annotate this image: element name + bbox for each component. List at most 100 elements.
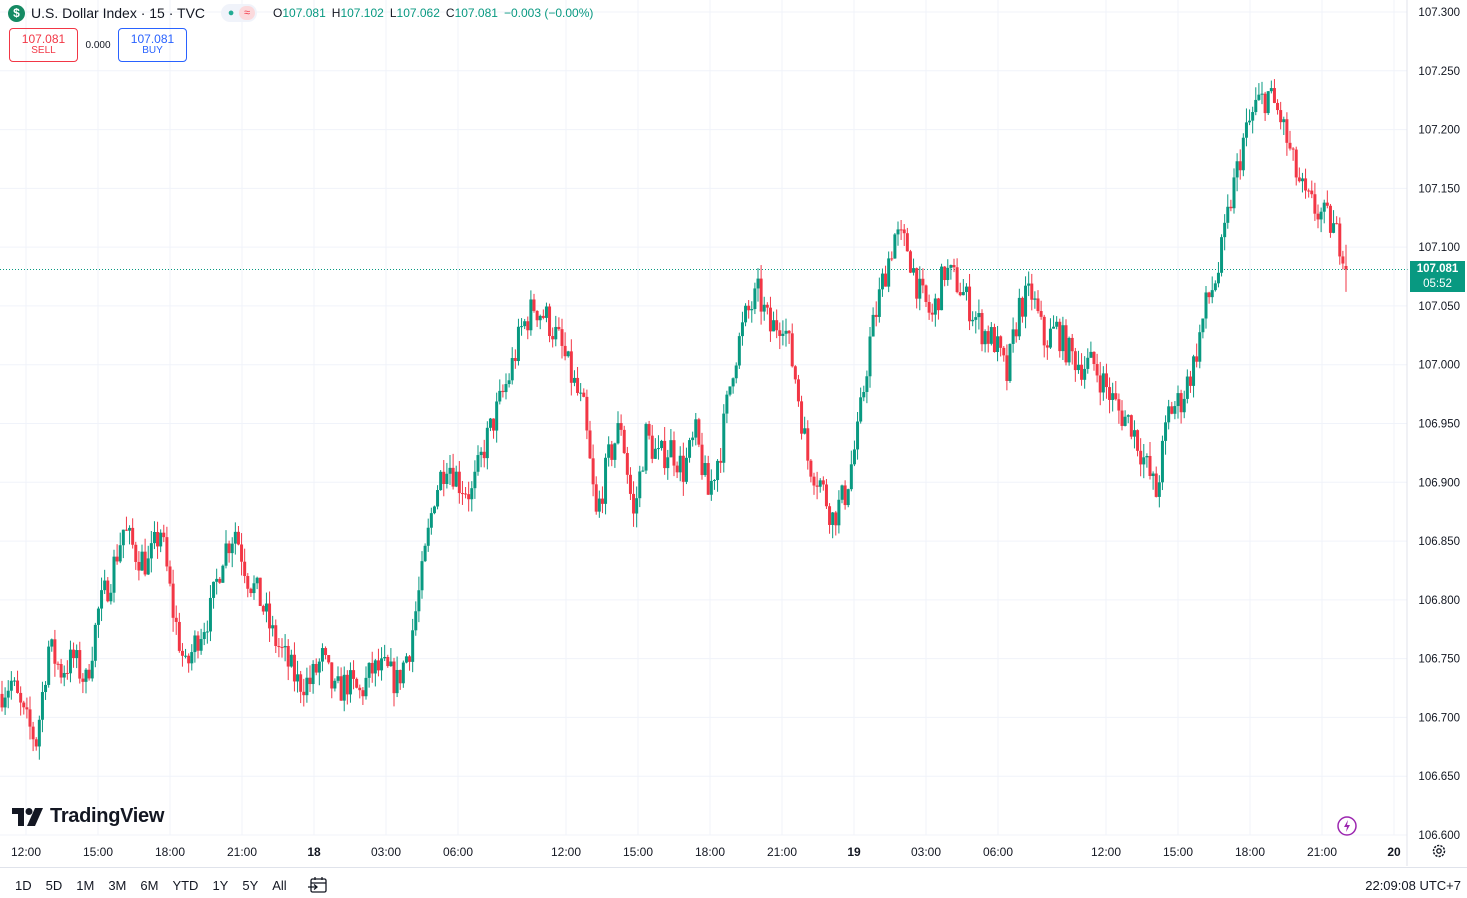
candle-body <box>871 314 875 337</box>
candle <box>1024 276 1028 329</box>
last-price-tag: 107.081 05:52 <box>1410 261 1465 292</box>
candle-body <box>177 621 181 651</box>
candle <box>846 488 850 508</box>
candle <box>317 658 321 686</box>
trade-panel: 107.081 SELL 0.000 107.081 BUY <box>9 28 187 62</box>
range-3m-button[interactable]: 3M <box>108 877 127 893</box>
candle <box>775 309 779 339</box>
candle <box>806 420 810 470</box>
buy-button[interactable]: 107.081 BUY <box>118 28 187 62</box>
candle <box>174 605 178 635</box>
range-6m-button[interactable]: 6M <box>140 877 159 893</box>
candle-body <box>734 365 738 379</box>
candle-body <box>1257 94 1261 100</box>
range-5d-button[interactable]: 5D <box>45 877 63 893</box>
candle-body <box>1325 202 1329 206</box>
candle <box>460 480 464 505</box>
candle-body <box>243 561 247 577</box>
candle <box>1101 366 1105 401</box>
candle-body <box>358 687 362 691</box>
candle <box>1145 453 1149 468</box>
candle-body <box>432 506 436 514</box>
candle-body <box>915 268 919 299</box>
candle <box>700 432 704 480</box>
candle-body <box>1083 368 1087 380</box>
candle <box>1154 466 1158 498</box>
candle-body <box>1344 265 1348 270</box>
time-axis[interactable]: 12:00 15:00 18:00 21:00 18 03:00 06:00 12:00 15:… <box>11 845 1401 859</box>
candle-body <box>118 545 122 562</box>
candle <box>1338 217 1342 265</box>
range-1d-button[interactable]: 1D <box>15 877 32 893</box>
candle <box>1288 130 1292 151</box>
candle-body <box>523 321 527 327</box>
dollar-symbol-icon[interactable]: $ <box>8 4 25 22</box>
candle-body <box>971 319 975 322</box>
candle-body <box>1300 178 1304 182</box>
settings-gear-icon[interactable] <box>1431 843 1447 864</box>
candle <box>884 265 888 287</box>
close-label: C <box>445 6 455 20</box>
candle <box>943 266 947 287</box>
candle-body <box>205 631 209 633</box>
candle <box>156 521 160 559</box>
symbol-title[interactable]: U.S. Dollar Index · 15 · TVC <box>31 5 206 21</box>
status-pill[interactable]: ● ≈ <box>221 4 258 22</box>
candle <box>744 303 748 327</box>
candle-body <box>849 464 853 490</box>
candle-body <box>865 376 869 392</box>
candle <box>128 525 132 545</box>
candle-body <box>1176 393 1180 407</box>
candle <box>1108 377 1112 414</box>
candle-body <box>852 449 856 465</box>
candle <box>68 640 72 683</box>
candle-body <box>663 440 667 469</box>
candle-body <box>526 321 530 331</box>
range-1m-button[interactable]: 1M <box>76 877 95 893</box>
candle <box>924 284 928 308</box>
candle-body <box>162 532 166 538</box>
tradingview-logo[interactable]: TradingView <box>12 805 164 828</box>
candle-body <box>1089 351 1093 358</box>
clock-timezone[interactable]: 22:09:08 UTC+7 <box>1365 878 1461 893</box>
candle-body <box>1310 190 1314 195</box>
flash-icon[interactable] <box>1336 815 1358 842</box>
candle-body <box>9 680 13 691</box>
price-tick-label: 107.300 <box>1418 7 1460 19</box>
candle-body <box>722 413 726 463</box>
candle <box>1316 204 1320 229</box>
range-1y-button[interactable]: 1Y <box>212 877 229 893</box>
candle <box>109 584 113 605</box>
candle <box>821 476 825 491</box>
go-to-date-calendar-icon[interactable] <box>307 876 330 894</box>
candle-body <box>1263 93 1267 114</box>
candle <box>1151 471 1155 490</box>
candle <box>669 429 673 458</box>
range-all-button[interactable]: All <box>272 877 287 893</box>
candle-body <box>1070 337 1074 352</box>
range-ytd-button[interactable]: YTD <box>172 877 199 893</box>
candle-body <box>174 617 178 622</box>
candle-body <box>1080 364 1084 380</box>
candle <box>1291 147 1295 161</box>
candle <box>709 469 713 501</box>
candle <box>336 666 340 684</box>
candle-body <box>115 556 119 562</box>
candle <box>1167 399 1171 430</box>
candle-body <box>1058 321 1062 352</box>
candle-body <box>672 440 676 466</box>
candle-body <box>62 672 66 678</box>
candle-body <box>1266 91 1270 114</box>
candle <box>233 522 237 555</box>
candle <box>1058 318 1062 358</box>
candle <box>597 490 601 518</box>
range-5y-button[interactable]: 5Y <box>242 877 259 893</box>
candle <box>874 301 878 327</box>
candle-body <box>140 551 144 571</box>
price-axis[interactable]: 107.300 107.250 107.200 107.150 107.100 107.0… <box>1406 0 1460 866</box>
candle-body <box>638 471 642 499</box>
candle-body <box>563 345 567 357</box>
candle-body <box>1148 455 1152 477</box>
sell-button[interactable]: 107.081 SELL <box>9 28 78 62</box>
